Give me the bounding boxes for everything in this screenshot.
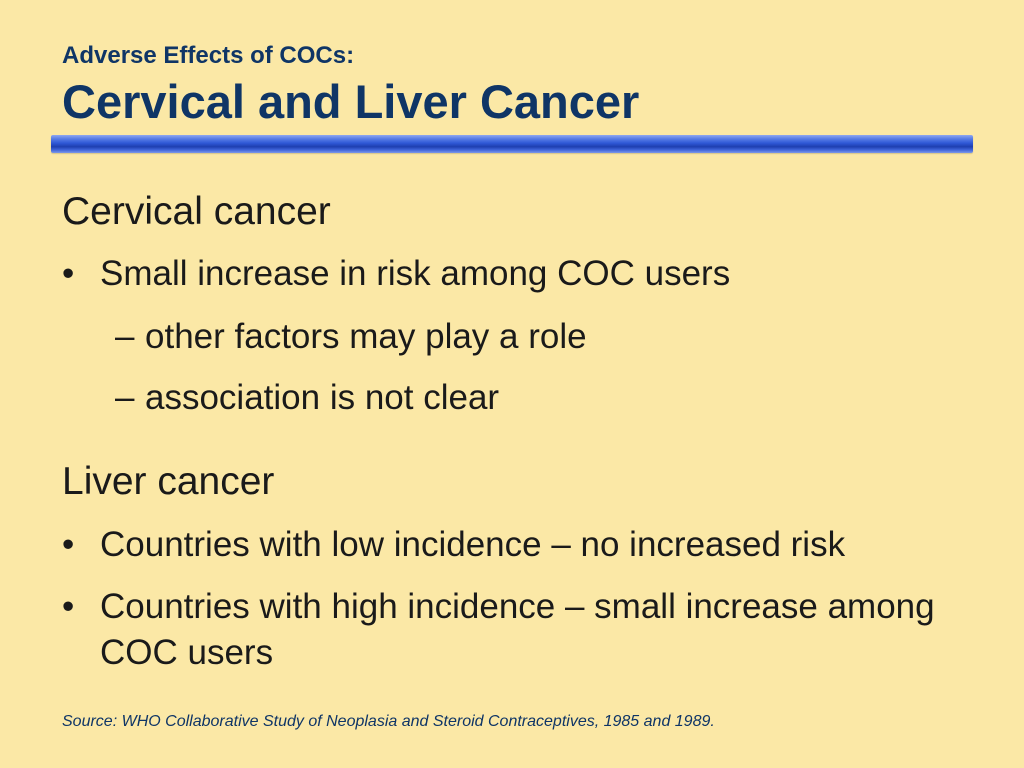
bullet-marker: • bbox=[62, 587, 75, 626]
bullet-text: Countries with high incidence – small in… bbox=[100, 587, 935, 672]
bullet-text: Countries with low incidence – no increa… bbox=[100, 525, 846, 564]
dash-marker: – bbox=[115, 317, 135, 356]
sub-bullet-text: association is not clear bbox=[145, 378, 500, 417]
bullet-item: • Countries with high incidence – small … bbox=[62, 584, 942, 676]
sub-bullet-text: other factors may play a role bbox=[145, 317, 587, 356]
section-heading-cervical-cancer: Cervical cancer bbox=[62, 190, 331, 233]
section-heading-liver-cancer: Liver cancer bbox=[62, 460, 275, 503]
bullet-marker: • bbox=[62, 525, 75, 564]
bullet-item: • Countries with low incidence – no incr… bbox=[62, 522, 962, 568]
sub-bullet-item: – other factors may play a role bbox=[115, 314, 587, 360]
bullet-text: Small increase in risk among COC users bbox=[100, 254, 731, 293]
sub-bullet-item: – association is not clear bbox=[115, 375, 499, 421]
bullet-marker: • bbox=[62, 254, 75, 293]
bullet-item: • Small increase in risk among COC users bbox=[62, 251, 962, 297]
slide-subtitle: Adverse Effects of COCs: bbox=[62, 42, 355, 69]
title-divider bbox=[51, 135, 973, 153]
slide-title: Cervical and Liver Cancer bbox=[62, 75, 640, 128]
dash-marker: – bbox=[115, 378, 135, 417]
source-citation: Source: WHO Collaborative Study of Neopl… bbox=[62, 713, 715, 730]
